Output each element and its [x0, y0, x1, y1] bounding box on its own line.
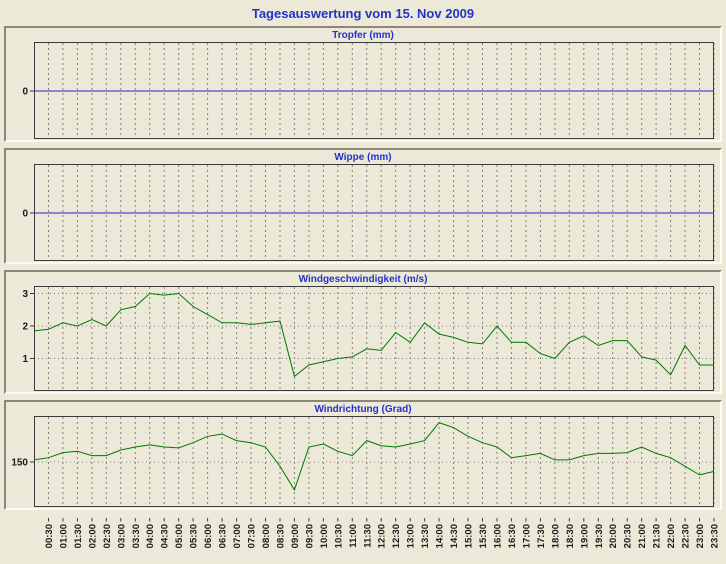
y-tick-label: 0: [22, 87, 28, 98]
chart-title-windgeschwindigkeit: Windgeschwindigkeit (m/s): [298, 274, 428, 285]
windrichtung-plot: 150: [11, 416, 715, 507]
x-tick-label: 15:00: [464, 524, 475, 548]
x-tick-label: 02:30: [102, 524, 113, 548]
plot-area: [34, 287, 714, 391]
chart-title-tropfer: Tropfer (mm): [332, 30, 394, 41]
x-tick-label: 19:00: [579, 524, 590, 548]
x-tick-label: 19:30: [594, 524, 605, 548]
chart-panel-tropfer: Tropfer (mm) 0: [4, 26, 722, 142]
windgeschwindigkeit-plot: 1 2 3: [22, 286, 715, 391]
data-line: [33, 292, 714, 378]
x-tick-label: 12:30: [391, 524, 402, 548]
x-tick-label: 04:00: [145, 524, 156, 548]
x-tick-label: 10:30: [333, 524, 344, 548]
x-tick-label: 23:00: [695, 524, 706, 548]
x-tick-label: 02:00: [87, 524, 98, 548]
y-tick-label: 1: [22, 354, 28, 365]
tropfer-plot: 0: [22, 42, 715, 139]
x-tick-label: 01:00: [58, 524, 69, 548]
y-tick-label: 2: [22, 322, 28, 333]
x-tick-label: 22:00: [666, 524, 677, 548]
data-line: [33, 422, 715, 492]
x-tick-label: 09:00: [290, 524, 301, 548]
chart-title-windrichtung: Windrichtung (Grad): [314, 404, 412, 415]
chart-panel-windgeschwindigkeit: Windgeschwindigkeit (m/s) 1 2 3: [4, 270, 722, 394]
x-tick-label: 20:30: [623, 524, 634, 548]
x-tick-label: 21:30: [652, 524, 663, 548]
x-tick-label: 13:00: [406, 524, 417, 548]
y-tick-label: 3: [22, 289, 28, 300]
x-tick-label: 14:00: [435, 524, 446, 548]
time-axis-labels: 00:30 01:00 01:30 02:00 02:30 03:00 03:30 04:00…: [44, 518, 721, 548]
x-tick-label: 16:00: [493, 524, 504, 548]
x-tick-label: 11:00: [348, 524, 359, 548]
x-tick-label: 06:00: [203, 524, 214, 548]
chart-panel-wippe: Wippe (mm) 0: [4, 148, 722, 264]
plot-border: [34, 164, 714, 261]
y-tick-label: 0: [22, 209, 28, 220]
x-tick-label: 18:30: [565, 524, 576, 548]
wippe-plot: 0: [22, 164, 715, 261]
x-tick-label: 03:30: [131, 524, 142, 548]
x-tick-label: 12:00: [377, 524, 388, 548]
x-tick-label: 07:30: [247, 524, 258, 548]
x-tick-label: 21:00: [637, 524, 648, 548]
x-tick-label: 15:30: [478, 524, 489, 548]
x-tick-label: 18:00: [550, 524, 561, 548]
x-tick-label: 00:30: [44, 524, 55, 548]
plot-border: [34, 416, 714, 507]
plot-border: [34, 286, 714, 391]
x-tick-label: 11:30: [362, 524, 373, 548]
x-tick-label: 16:30: [507, 524, 518, 548]
x-tick-label: 10:00: [319, 524, 330, 548]
x-tick-label: 05:30: [189, 524, 200, 548]
x-tick-label: 20:00: [608, 524, 619, 548]
y-tick-label: 150: [11, 458, 28, 469]
x-tick-label: 09:30: [304, 524, 315, 548]
x-tick-label: 03:00: [116, 524, 127, 548]
time-axis-strip: 00:30 01:00 01:30 02:00 02:30 03:00 03:30 04:00…: [4, 516, 722, 564]
x-tick-label: 23:30: [710, 524, 721, 548]
x-tick-label: 07:00: [232, 524, 243, 548]
x-tick-label: 13:30: [420, 524, 431, 548]
x-tick-label: 06:30: [218, 524, 229, 548]
chart-title-wippe: Wippe (mm): [334, 152, 392, 163]
x-tick-label: 08:30: [276, 524, 287, 548]
x-tick-label: 04:30: [160, 524, 171, 548]
chart-panel-windrichtung: Windrichtung (Grad) 150: [4, 400, 722, 510]
x-tick-label: 08:00: [261, 524, 272, 548]
x-tick-label: 14:30: [449, 524, 460, 548]
x-tick-label: 22:30: [681, 524, 692, 548]
x-tick-label: 05:00: [174, 524, 185, 548]
x-tick-label: 17:30: [536, 524, 547, 548]
plot-border: [34, 42, 714, 139]
x-tick-label: 01:30: [73, 524, 84, 548]
x-tick-label: 17:00: [521, 524, 532, 548]
page-title: Tagesauswertung vom 15. Nov 2009: [251, 6, 475, 21]
